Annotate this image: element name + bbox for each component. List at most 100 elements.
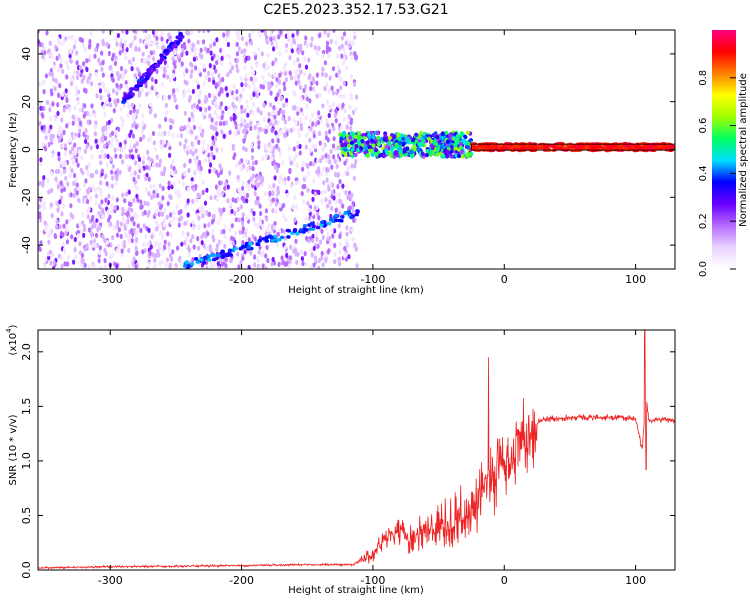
heatmap-cell xyxy=(240,82,244,88)
heatmap-cell xyxy=(98,88,103,94)
heatmap-cell xyxy=(209,43,213,49)
heatmap-cell xyxy=(323,30,327,35)
heatmap-cell xyxy=(100,168,104,174)
heatmap-cell xyxy=(209,195,213,201)
heatmap-cell xyxy=(187,88,191,94)
heatmap-cell xyxy=(77,186,81,192)
heatmap-cell xyxy=(185,68,189,74)
y-tick-label: -20 xyxy=(20,188,33,206)
heatmap-cell xyxy=(321,154,325,161)
heatmap-cell xyxy=(289,244,293,250)
heatmap-cell xyxy=(151,56,156,62)
heatmap-cell xyxy=(349,74,353,80)
heatmap-cell xyxy=(317,265,321,269)
tone-cell xyxy=(668,144,675,148)
heatmap-cell xyxy=(117,145,121,152)
heatmap-cell xyxy=(343,253,347,259)
heatmap-cell xyxy=(315,236,319,242)
heatmap-cell xyxy=(336,184,340,190)
heatmap-cell xyxy=(81,43,86,49)
heatmap-cell xyxy=(216,55,220,61)
heatmap-cell xyxy=(252,210,256,217)
heatmap-cell xyxy=(43,146,48,152)
heatmap-cell xyxy=(241,216,245,222)
heatmap-cell xyxy=(305,132,309,138)
x-tick-label: -300 xyxy=(98,273,123,286)
heatmap-marks xyxy=(38,30,675,269)
heatmap-cell xyxy=(228,201,233,208)
heatmap-cell xyxy=(134,264,138,269)
heatmap-cell xyxy=(200,131,204,137)
heatmap-cell xyxy=(249,76,253,82)
drift-cell xyxy=(279,235,285,240)
heatmap-cell xyxy=(314,144,318,150)
heatmap-cell xyxy=(41,54,45,60)
heatmap-cell xyxy=(264,253,268,259)
heatmap-cell xyxy=(181,221,185,227)
heatmap-cell xyxy=(106,89,110,95)
heatmap-cell xyxy=(314,117,318,123)
heatmap-cell xyxy=(262,102,266,108)
heatmap-cell xyxy=(222,228,226,235)
heatmap-cell xyxy=(141,51,145,57)
heatmap-cell xyxy=(311,121,315,127)
heatmap-cell xyxy=(100,136,104,142)
heatmap-cell xyxy=(232,95,236,101)
heatmap-cell xyxy=(54,176,58,182)
heatmap-cell xyxy=(244,41,249,47)
heatmap-cell xyxy=(165,214,169,220)
heatmap-cell xyxy=(164,102,169,108)
heatmap-cell xyxy=(270,127,274,133)
tone-cell xyxy=(339,136,344,141)
heatmap-cell xyxy=(268,83,272,89)
heatmap-cell xyxy=(123,139,127,145)
heatmap-cell xyxy=(109,242,113,248)
heatmap-cell xyxy=(223,185,227,191)
heatmap-cell xyxy=(168,117,172,124)
heatmap-cell xyxy=(85,66,89,73)
heatmap-cell xyxy=(63,161,67,167)
heatmap-cell xyxy=(225,53,229,59)
heatmap-cell xyxy=(150,85,154,91)
heatmap-cell xyxy=(219,121,223,127)
heatmap-cell xyxy=(211,228,215,234)
heatmap-cell xyxy=(108,102,113,108)
heatmap-cell xyxy=(154,188,158,194)
heatmap-cell xyxy=(264,153,268,160)
heatmap-cell xyxy=(177,222,181,228)
heatmap-cell xyxy=(161,185,165,192)
heatmap-cell xyxy=(172,210,176,216)
heatmap-cell xyxy=(332,136,336,142)
heatmap-cell xyxy=(127,189,131,195)
heatmap-cell xyxy=(261,263,265,269)
heatmap-cell xyxy=(309,42,313,48)
heatmap-cell xyxy=(120,122,124,128)
heatmap-cell xyxy=(216,261,220,267)
figure-title: C2E5.2023.352.17.53.G21 xyxy=(263,2,448,18)
heatmap-cell xyxy=(101,234,105,240)
colorbar-tick-label: 0.6 xyxy=(698,118,709,134)
heatmap-cell xyxy=(329,240,333,246)
heatmap-cell xyxy=(169,170,174,176)
heatmap-cell xyxy=(349,120,353,126)
heatmap-cell xyxy=(196,39,200,45)
heatmap-cell xyxy=(72,192,76,198)
heatmap-cell xyxy=(216,219,220,226)
heatmap-cell xyxy=(101,60,105,66)
heatmap-cell xyxy=(249,250,253,256)
heatmap-cell xyxy=(168,77,172,83)
heatmap-cell xyxy=(309,86,313,92)
heatmap-cell xyxy=(41,182,45,188)
heatmap-cell xyxy=(346,242,351,248)
heatmap-cell xyxy=(257,249,261,255)
heatmap-cell xyxy=(198,93,202,99)
heatmap-cell xyxy=(60,41,64,47)
heatmap-cell xyxy=(157,201,161,207)
drift-cell xyxy=(171,44,177,48)
heatmap-cell xyxy=(99,180,103,186)
heatmap-cell xyxy=(97,139,101,146)
heatmap-cell xyxy=(87,206,91,212)
spectrogram-y-label: Frequency (Hz) xyxy=(8,112,19,188)
heatmap-cell xyxy=(62,203,66,209)
heatmap-cell xyxy=(187,167,191,173)
